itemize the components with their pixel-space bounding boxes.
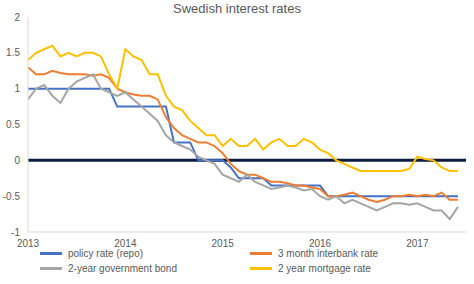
svg-text:2013: 2013 [17,238,40,249]
svg-text:0: 0 [14,155,20,166]
svg-text:-1: -1 [11,227,20,238]
svg-text:2017: 2017 [406,238,429,249]
svg-text:2015: 2015 [212,238,235,249]
svg-text:2: 2 [14,12,20,23]
svg-text:1: 1 [14,83,20,94]
html-text:policy rate (repo): policy rate (repo) [68,248,143,259]
html-text:Swedish interest rates: Swedish interest rates [173,1,301,16]
html-text:2 year mortgage rate: 2 year mortgage rate [278,263,371,274]
html-text:2-year government bond: 2-year government bond [68,263,177,274]
svg-text:0.5: 0.5 [6,119,20,130]
svg-text:2016: 2016 [309,238,332,249]
svg-text:1.5: 1.5 [6,47,20,58]
svg-text:2014: 2014 [114,238,137,249]
html-text:3 month interbank rate: 3 month interbank rate [278,248,379,259]
svg-text:-0.5: -0.5 [3,191,21,202]
